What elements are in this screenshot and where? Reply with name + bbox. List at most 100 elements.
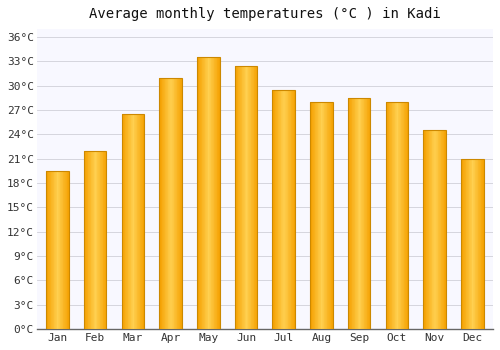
Bar [252, 65, 253, 329]
Bar [287, 90, 288, 329]
Bar [290, 90, 292, 329]
Bar [216, 57, 218, 329]
Bar [350, 98, 351, 329]
Bar [425, 130, 426, 329]
Bar [90, 150, 92, 329]
Bar [237, 65, 238, 329]
Bar [398, 102, 399, 329]
Bar [214, 57, 215, 329]
Bar [319, 102, 320, 329]
Bar [320, 102, 322, 329]
Bar [254, 65, 255, 329]
Bar [473, 159, 474, 329]
Bar [163, 78, 164, 329]
Bar [363, 98, 364, 329]
Bar [294, 90, 295, 329]
Bar [323, 102, 324, 329]
Bar [61, 171, 62, 329]
Bar [256, 65, 258, 329]
Bar [282, 90, 283, 329]
Bar [406, 102, 408, 329]
Bar [479, 159, 480, 329]
Bar [284, 90, 286, 329]
Bar [316, 102, 317, 329]
Bar [60, 171, 61, 329]
Bar [180, 78, 181, 329]
Bar [332, 102, 333, 329]
Bar [89, 150, 90, 329]
Bar [46, 171, 47, 329]
Bar [440, 130, 442, 329]
Bar [465, 159, 466, 329]
Bar [364, 98, 365, 329]
Bar [322, 102, 323, 329]
Bar [167, 78, 168, 329]
Bar [244, 65, 246, 329]
Bar [84, 150, 86, 329]
Bar [472, 159, 473, 329]
Bar [318, 102, 319, 329]
Bar [247, 65, 248, 329]
Bar [49, 171, 50, 329]
Bar [470, 159, 471, 329]
Bar [133, 114, 134, 329]
Bar [397, 102, 398, 329]
Bar [170, 78, 172, 329]
Bar [272, 90, 273, 329]
Bar [213, 57, 214, 329]
Bar [424, 130, 446, 329]
Bar [312, 102, 313, 329]
Bar [353, 98, 354, 329]
Bar [357, 98, 358, 329]
Bar [396, 102, 397, 329]
Bar [218, 57, 219, 329]
Bar [243, 65, 244, 329]
Bar [480, 159, 482, 329]
Bar [442, 130, 443, 329]
Bar [174, 78, 175, 329]
Bar [444, 130, 445, 329]
Bar [433, 130, 434, 329]
Bar [176, 78, 178, 329]
Bar [203, 57, 204, 329]
Bar [467, 159, 468, 329]
Bar [436, 130, 437, 329]
Bar [92, 150, 93, 329]
Bar [242, 65, 243, 329]
Bar [58, 171, 59, 329]
Bar [313, 102, 314, 329]
Bar [276, 90, 277, 329]
Bar [348, 98, 350, 329]
Bar [169, 78, 170, 329]
Bar [366, 98, 368, 329]
Bar [424, 130, 425, 329]
Bar [393, 102, 394, 329]
Bar [181, 78, 182, 329]
Bar [292, 90, 293, 329]
Bar [94, 150, 95, 329]
Bar [160, 78, 182, 329]
Bar [293, 90, 294, 329]
Bar [64, 171, 65, 329]
Bar [386, 102, 387, 329]
Bar [130, 114, 132, 329]
Bar [200, 57, 201, 329]
Bar [135, 114, 136, 329]
Bar [288, 90, 289, 329]
Bar [443, 130, 444, 329]
Bar [55, 171, 56, 329]
Bar [437, 130, 438, 329]
Bar [123, 114, 124, 329]
Bar [102, 150, 104, 329]
Bar [96, 150, 98, 329]
Bar [365, 98, 366, 329]
Bar [52, 171, 53, 329]
Bar [104, 150, 105, 329]
Bar [279, 90, 280, 329]
Bar [219, 57, 220, 329]
Bar [249, 65, 250, 329]
Bar [47, 171, 48, 329]
Bar [351, 98, 352, 329]
Bar [471, 159, 472, 329]
Bar [368, 98, 369, 329]
